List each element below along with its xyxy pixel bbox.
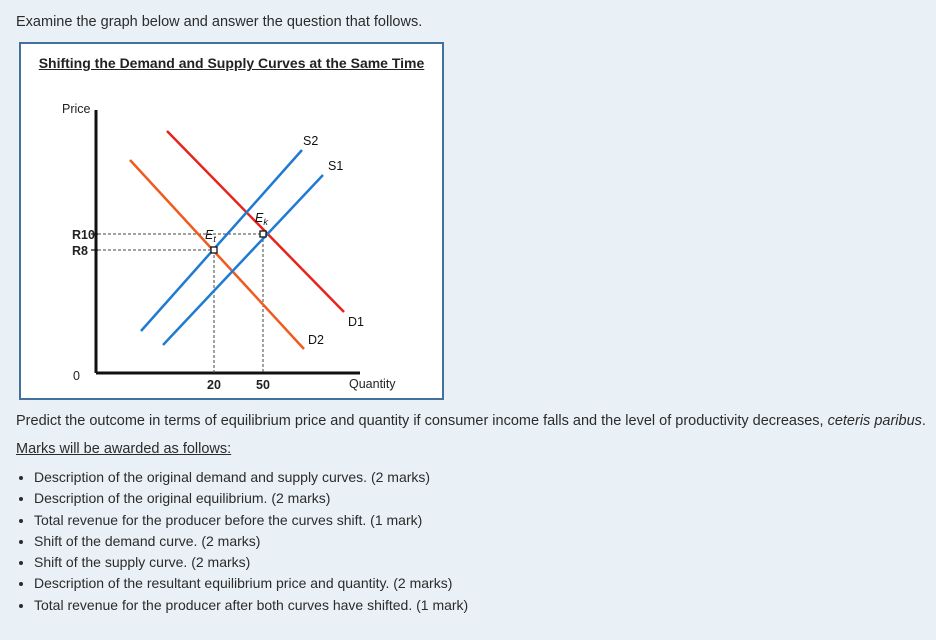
curve-label-d2: D2 (308, 333, 324, 347)
x-tick-label-20: 20 (207, 378, 221, 392)
x-tick-label-50: 50 (256, 378, 270, 392)
demand-curve-d2 (129, 159, 305, 350)
equilibrium-label-et: Et (205, 228, 216, 244)
question-end: . (921, 413, 926, 429)
intro-text: Examine the graph below and answer the q… (16, 14, 423, 30)
marks-item: Shift of the demand curve. (2 marks) (34, 531, 468, 552)
question-main: Predict the outcome in terms of equilibr… (16, 413, 828, 429)
origin-label: 0 (73, 369, 80, 383)
y-axis-label: Price (62, 102, 91, 116)
marks-item: Total revenue for the producer after bot… (34, 595, 468, 616)
question-text: Predict the outcome in terms of equilibr… (16, 413, 926, 429)
equilibrium-point-et (210, 246, 218, 254)
question-italic: ceteris paribus (827, 413, 922, 429)
marks-item: Description of the original equilibrium.… (34, 488, 468, 509)
x-axis-label: Quantity (349, 377, 396, 391)
y-tick-label-r10: R10 (72, 228, 95, 242)
figure-title: Shifting the Demand and Supply Curves at… (38, 55, 425, 71)
curve-label-d1: D1 (348, 315, 364, 329)
marks-item: Description of the original demand and s… (34, 467, 468, 488)
curve-label-s1: S1 (328, 159, 343, 173)
supply-curve-s1 (162, 174, 324, 346)
supply-curve-s2 (140, 149, 303, 332)
marks-heading: Marks will be awarded as follows: (16, 441, 232, 457)
demand-curve-d1 (166, 130, 345, 313)
marks-item: Shift of the supply curve. (2 marks) (34, 552, 468, 573)
marks-list: Description of the original demand and s… (16, 467, 468, 616)
supply-demand-figure: Shifting the Demand and Supply Curves at… (19, 42, 444, 400)
curve-label-s2: S2 (303, 134, 318, 148)
marks-item: Description of the resultant equilibrium… (34, 573, 468, 594)
y-tick-label-r8: R8 (72, 244, 88, 258)
marks-item: Total revenue for the producer before th… (34, 510, 468, 531)
equilibrium-label-ek: Ek (255, 211, 268, 227)
supply-demand-graph: Price Quantity 0 R10 R8 20 50 S2 S1 D1 D… (62, 102, 396, 392)
equilibrium-point-ek (259, 230, 267, 238)
